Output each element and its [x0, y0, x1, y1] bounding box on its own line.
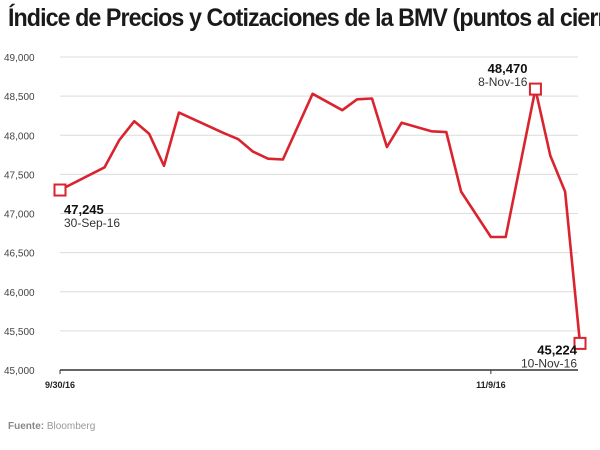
chart-title: Índice de Precios y Cotizaciones de la B… — [8, 4, 600, 32]
annotation-marker — [573, 336, 587, 350]
annotation-value-label: 47,245 — [64, 202, 104, 217]
source-value: Bloomberg — [46, 421, 96, 432]
gridlines — [60, 56, 578, 332]
annotation-date-label: 10-Nov-16 — [521, 356, 577, 370]
x-tick-label: 9/30/16 — [45, 380, 75, 390]
y-tick-label: 45,500 — [4, 327, 35, 338]
y-tick-label: 47,500 — [4, 170, 35, 181]
annotation-date-label: 8-Nov-16 — [478, 75, 528, 89]
x-tick-label: 11/9/16 — [476, 380, 506, 390]
x-axis-ticks: 9/30/16 11/9/16 — [45, 370, 506, 390]
annotation-markers — [53, 82, 587, 350]
annotation-date-label: 30-Sep-16 — [64, 216, 120, 230]
annotation-value-label: 45,224 — [537, 342, 578, 357]
annotation-marker — [53, 183, 67, 197]
y-tick-label: 46,000 — [4, 288, 35, 299]
series-line-bmv — [59, 87, 582, 344]
annotation-marker — [528, 82, 542, 96]
annotation-value-label: 48,470 — [488, 61, 528, 76]
y-axis-ticks: 45,000 45,500 46,000 46,500 47,000 47,500 48,0… — [4, 53, 35, 377]
y-tick-label: 48,500 — [4, 92, 35, 103]
y-tick-label: 46,500 — [4, 249, 35, 260]
y-tick-label: 49,000 — [4, 53, 35, 64]
y-tick-label: 45,000 — [4, 366, 35, 377]
source-note: Fuente: Bloomberg — [8, 421, 95, 432]
source-label: Fuente: — [8, 421, 45, 432]
y-tick-label: 47,000 — [4, 210, 35, 221]
y-tick-label: 48,000 — [4, 131, 35, 142]
line-chart: 45,000 45,500 46,000 46,500 47,000 47,500 48,0… — [4, 53, 587, 390]
